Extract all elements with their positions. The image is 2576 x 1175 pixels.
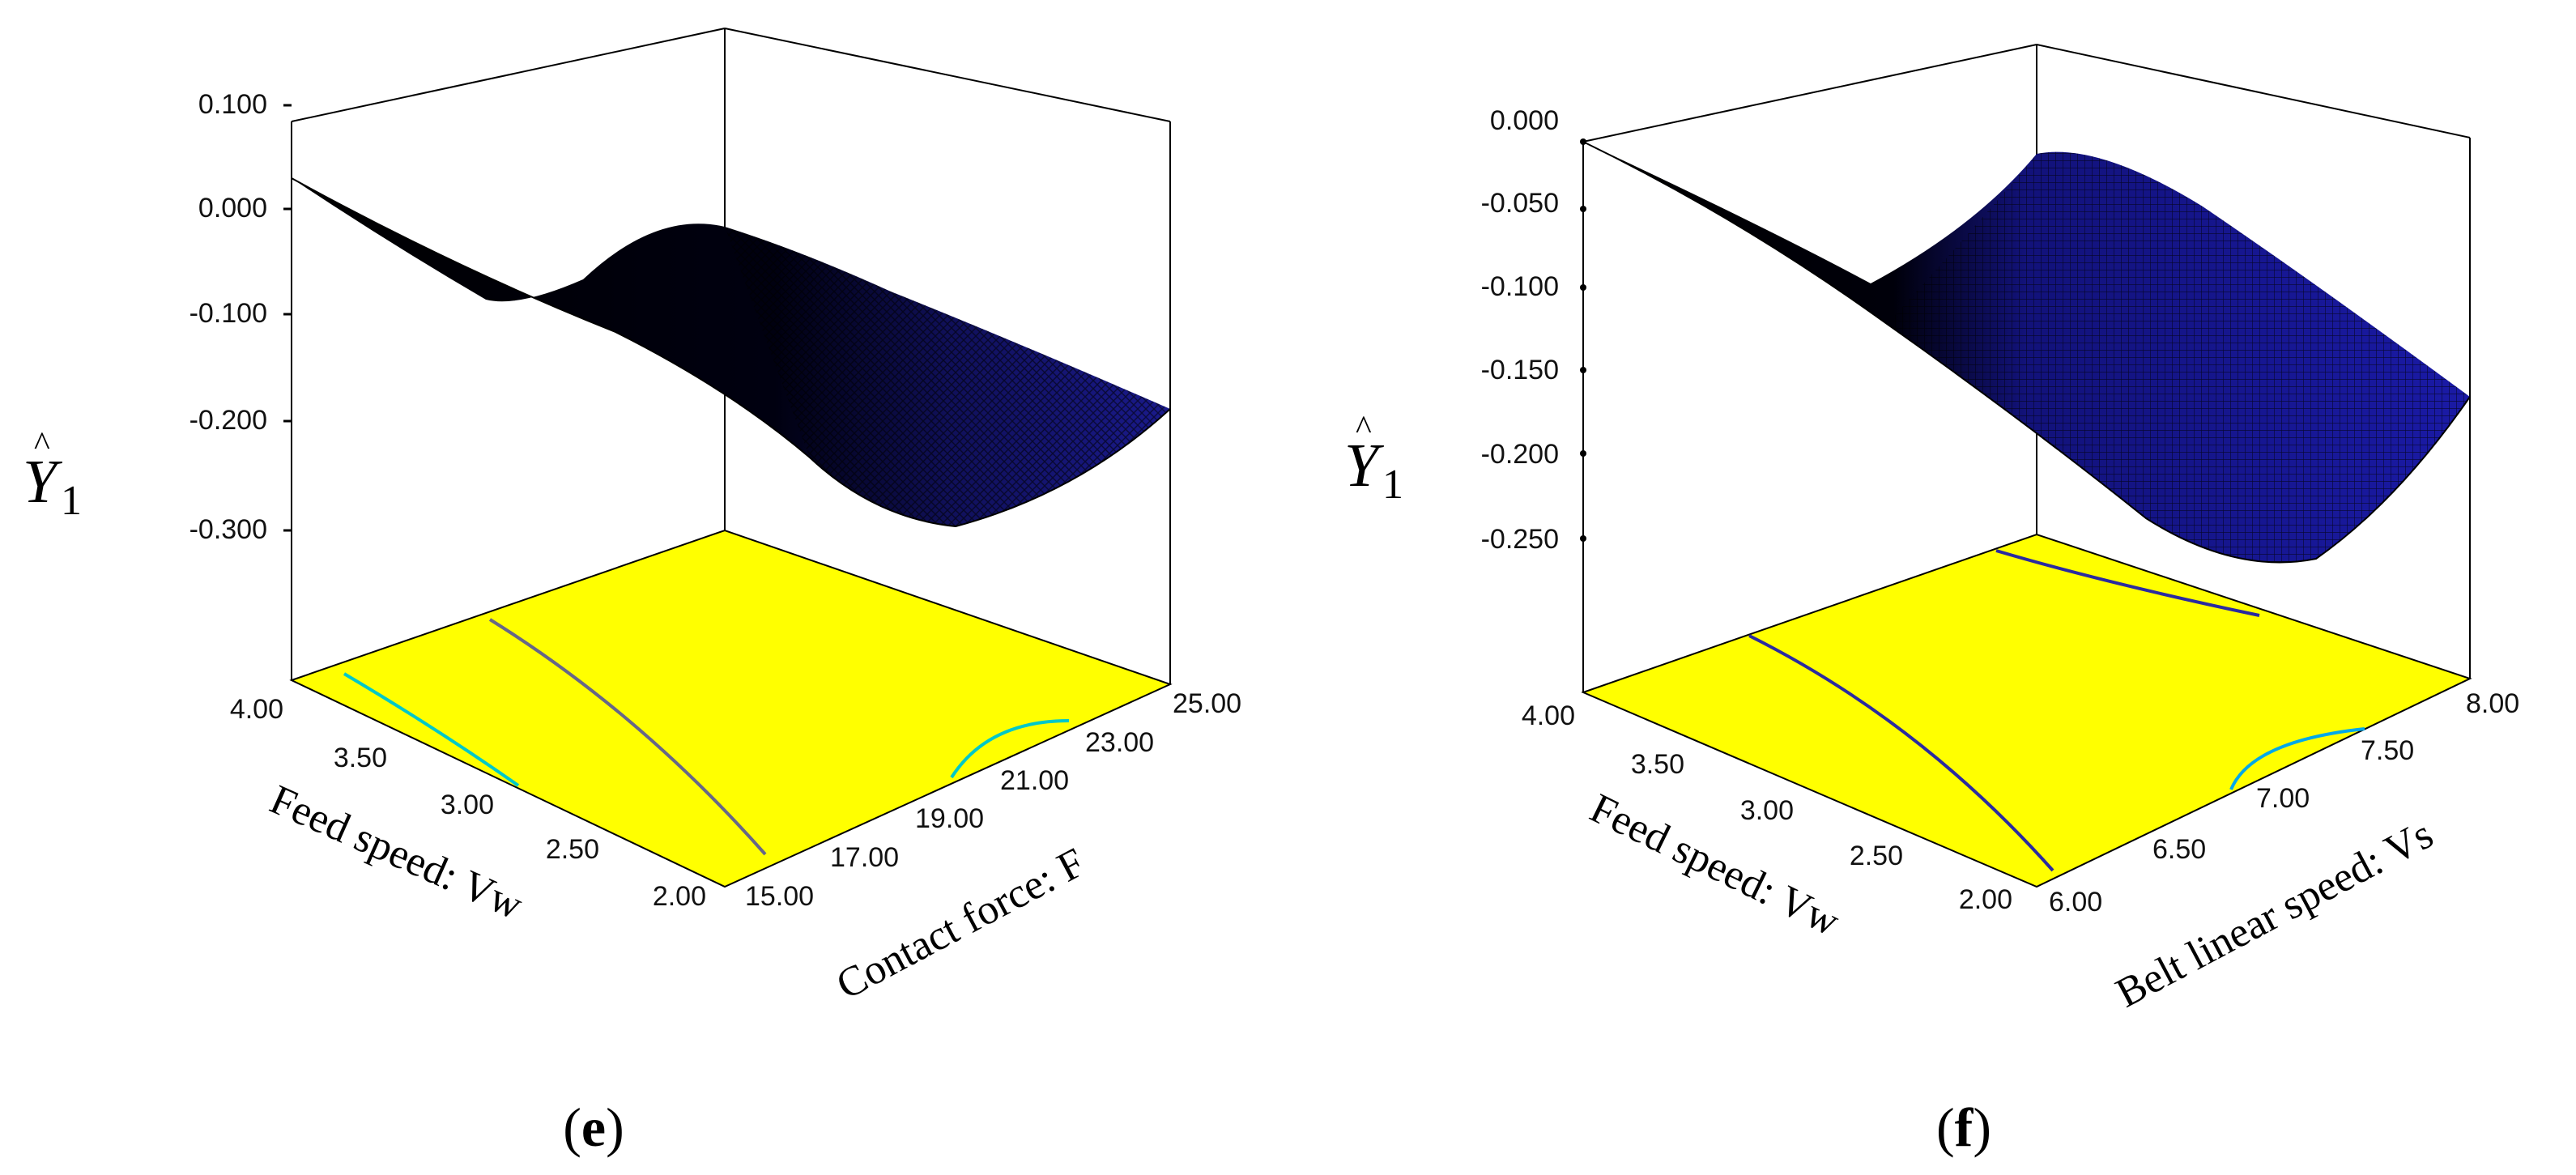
x-tick-f-1: 3.50	[1631, 749, 1684, 780]
z-tick-e-0: 0.100	[198, 89, 267, 120]
y-tick-e-5: 25.00	[1173, 688, 1241, 719]
x-tick-e-0: 4.00	[230, 694, 283, 725]
floor-contour-cyan-right	[950, 719, 1070, 779]
z-axis-e: 0.100 0.000 -0.100 -0.200 -0.300	[189, 89, 292, 545]
hat-mark-f: ^	[1356, 410, 1372, 447]
floor-contour-blue-lower	[1748, 634, 2054, 872]
floor-plane	[289, 529, 1173, 888]
floor-contour-cyan-f	[2229, 727, 2365, 790]
z-tick-e-4: -0.300	[189, 514, 267, 545]
z-axis-f: 0.000 -0.050 -0.100 -0.150 -0.200 -0.250	[1481, 105, 1586, 555]
x-tick-f-4: 2.00	[1959, 884, 2012, 915]
panel-f: 0.000 -0.050 -0.100 -0.150 -0.200 -0.250…	[1344, 44, 2519, 1017]
x-tick-e-2: 3.00	[441, 790, 494, 820]
caption-e: (e)	[563, 1096, 624, 1158]
y-axis-e: 15.00 17.00 19.00 21.00 23.00 25.00	[745, 688, 1241, 912]
x-tick-e-1: 3.50	[334, 743, 387, 773]
y-tick-e-0: 15.00	[745, 881, 814, 912]
y-tick-f-3: 7.50	[2361, 735, 2414, 766]
y-tick-f-2: 7.00	[2256, 783, 2310, 814]
x-axis-f: 4.00 3.50 3.00 2.50 2.00	[1522, 700, 2012, 915]
z-title-subscript-f: 1	[1382, 462, 1403, 508]
z-title-symbol-e: Y	[23, 448, 63, 516]
z-tick-f-3: -0.150	[1481, 355, 1559, 385]
box-top-right	[724, 28, 1171, 122]
surface-mesh-f	[1887, 151, 2470, 563]
x-tick-e-4: 2.00	[653, 881, 706, 912]
x-tick-f-3: 2.50	[1850, 841, 1903, 871]
z-tick-e-3: -0.200	[189, 405, 267, 436]
floor-contour-grey	[488, 618, 767, 856]
panel-e: 0.100 0.000 -0.100 -0.200 -0.300 Y ^ 1 4…	[23, 28, 1241, 1009]
y-axis-f: 6.00 6.50 7.00 7.50 8.00	[2049, 688, 2519, 917]
y-tick-e-2: 19.00	[915, 803, 984, 834]
y-tick-f-1: 6.50	[2152, 834, 2206, 865]
z-axis-title-e: Y ^ 1	[23, 426, 82, 524]
x-axis-title-f: Feed speed: Vw	[1583, 785, 1847, 946]
z-tick-e-2: -0.100	[189, 298, 267, 329]
hat-mark-e: ^	[34, 426, 50, 463]
y-tick-e-1: 17.00	[830, 842, 899, 873]
surface-mesh-e	[725, 227, 1170, 526]
x-tick-e-3: 2.50	[546, 834, 599, 865]
z-axis-title-f: Y ^ 1	[1344, 410, 1403, 508]
floor-plane-f	[1581, 533, 2472, 888]
box-top-right-f	[2036, 44, 2471, 138]
x-tick-f-0: 4.00	[1522, 700, 1575, 731]
z-title-subscript-e: 1	[61, 478, 82, 524]
caption-f: (f)	[1936, 1096, 1991, 1158]
y-tick-e-3: 21.00	[1000, 765, 1069, 796]
surface-edge-f	[1582, 141, 2471, 564]
floor-contour-blue-upper	[1995, 549, 2260, 617]
z-tick-f-0: 0.000	[1490, 105, 1559, 136]
x-axis-e: 4.00 3.50 3.00 2.50 2.00	[230, 694, 706, 912]
x-tick-f-2: 3.00	[1740, 795, 1794, 826]
floor-contour-cyan-left	[343, 672, 520, 787]
box-top-left-f	[1582, 44, 2037, 143]
y-tick-e-4: 23.00	[1085, 727, 1154, 758]
surface-edge-e	[291, 177, 1171, 528]
z-tick-e-1: 0.000	[198, 193, 267, 224]
z-tick-f-4: -0.200	[1481, 439, 1559, 470]
y-tick-f-4: 8.00	[2466, 688, 2519, 719]
box-top-left	[291, 28, 726, 122]
z-tick-f-1: -0.050	[1481, 188, 1559, 219]
z-title-symbol-f: Y	[1344, 432, 1385, 500]
y-tick-f-0: 6.00	[2049, 887, 2102, 917]
z-tick-f-5: -0.250	[1481, 524, 1559, 555]
z-tick-f-2: -0.100	[1481, 271, 1559, 302]
